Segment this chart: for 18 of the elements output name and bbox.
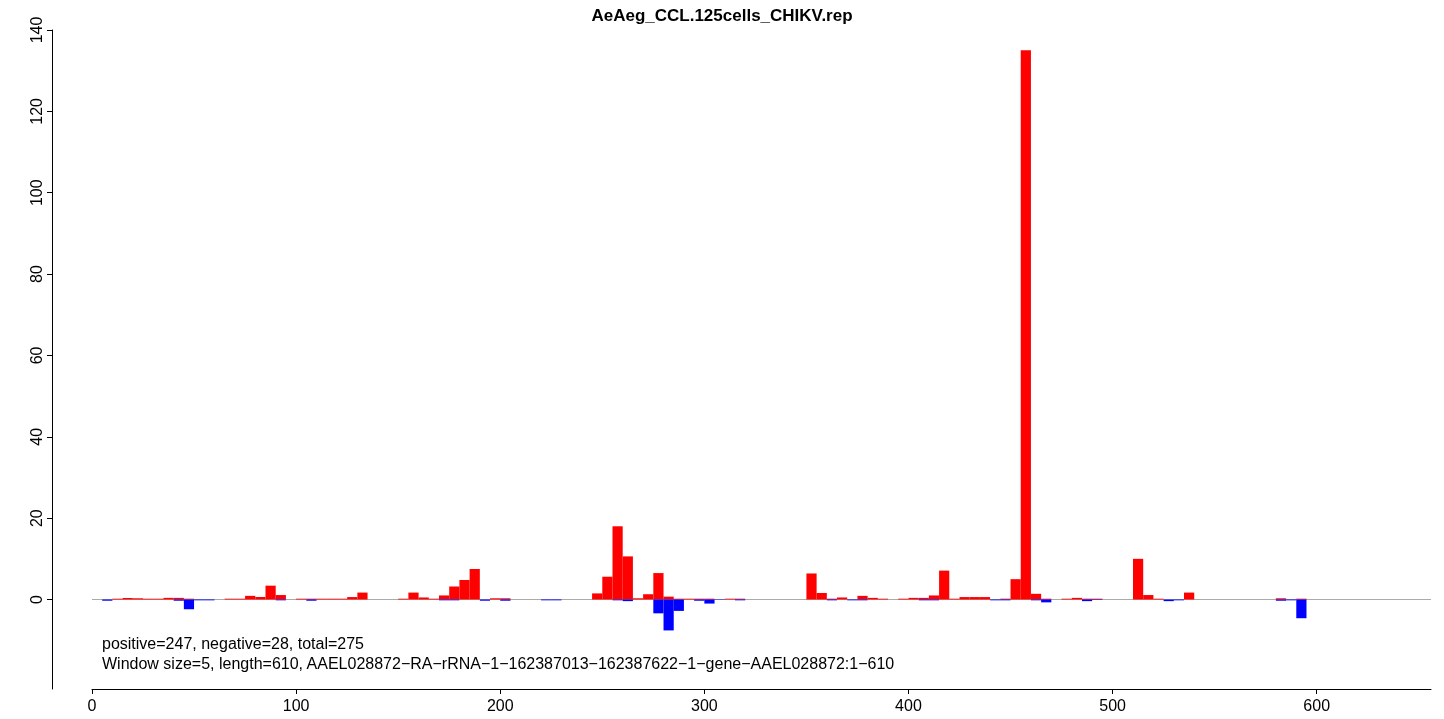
x-tick-label: 500 [1099,696,1127,714]
annotation: positive=247, negative=28, total=275 [102,635,365,653]
y-tick-label: 0 [27,594,45,604]
chart-title: AeAeg_CCL.125cells_CHIKV.rep [591,6,853,25]
y-tick-label: 20 [27,509,45,528]
annotation: Window size=5, length=610, AAEL028872−RA−rRNA−1−162387013−162387622−1−gene−AAEL028872:1−610 [102,655,895,673]
x-tick-label: 0 [87,696,97,714]
y-tick-label: 100 [27,179,45,207]
y-tick-label: 120 [27,97,45,125]
x-tick-label: 100 [282,696,310,714]
x-tick-label: 200 [486,696,514,714]
y-tick-label: 60 [27,346,45,365]
x-tick-label: 600 [1303,696,1331,714]
y-tick-label: 140 [27,16,45,44]
x-tick-label: 300 [691,696,718,714]
y-tick-label: 80 [27,265,45,283]
x-tick-label: 400 [895,696,922,714]
y-tick-label: 40 [27,427,45,446]
